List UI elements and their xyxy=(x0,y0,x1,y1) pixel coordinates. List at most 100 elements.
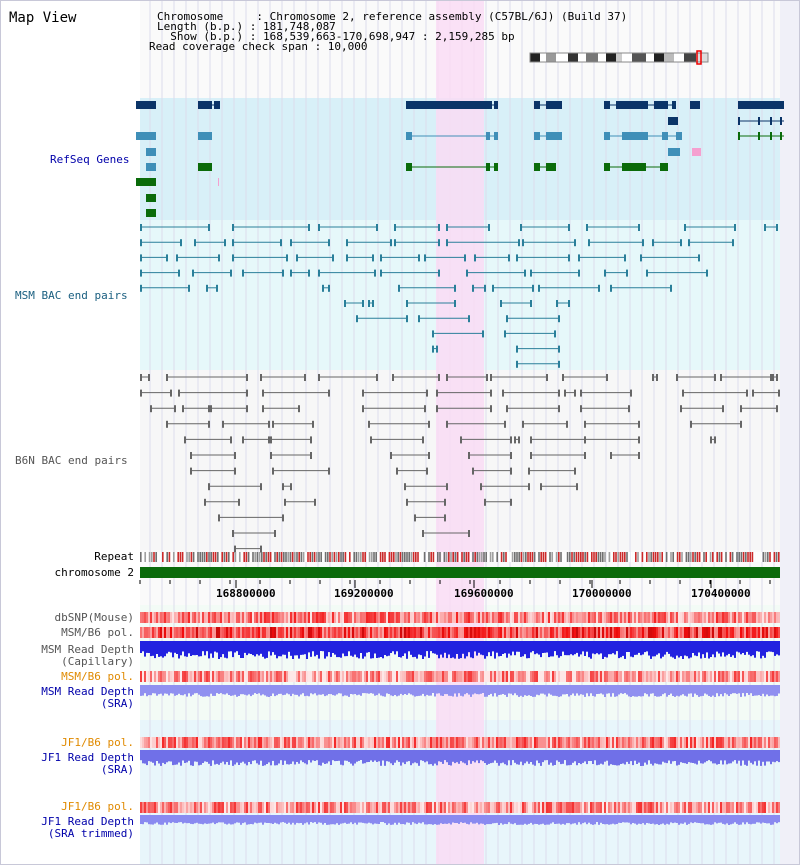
ideogram-band xyxy=(540,53,546,62)
heat-cell xyxy=(686,737,688,748)
heat-cell xyxy=(426,671,428,682)
heat-cell xyxy=(346,737,348,748)
heat-cell xyxy=(354,671,356,682)
track-label-msm-b6-pol[interactable]: MSM/B6 pol. xyxy=(61,626,134,639)
heat-cell xyxy=(776,802,778,813)
heat-cell xyxy=(724,612,726,623)
depth-bar xyxy=(522,750,524,766)
bac-end-marker xyxy=(610,452,612,459)
heat-cell xyxy=(606,737,608,748)
heat-cell xyxy=(324,627,326,638)
depth-bar xyxy=(514,815,516,824)
heat-cell xyxy=(760,802,762,813)
heat-cell xyxy=(382,737,384,748)
repeat-mark xyxy=(529,552,531,562)
heat-cell xyxy=(644,627,646,638)
repeat-mark xyxy=(144,552,146,562)
depth-bar xyxy=(226,815,228,825)
repeat-mark xyxy=(694,552,696,562)
track-label-jf1-b6-pol-trimmed[interactable]: JF1/B6 pol. xyxy=(61,800,134,813)
depth-bar xyxy=(338,750,340,761)
gene-exon xyxy=(758,132,760,140)
track-label-msm-depth-capillary[interactable]: MSM Read Depth xyxy=(41,643,134,656)
track-label-jf1-depth-trimmed[interactable]: JF1 Read Depth xyxy=(41,815,134,828)
bac-end-marker xyxy=(732,239,734,247)
heat-cell xyxy=(304,627,306,638)
heat-cell xyxy=(694,671,696,682)
gene-exon xyxy=(690,101,700,109)
heat-cell xyxy=(626,612,628,623)
depth-bar xyxy=(400,815,402,825)
repeat-mark xyxy=(335,552,338,562)
repeat-mark xyxy=(278,552,281,562)
heat-cell xyxy=(332,671,334,682)
heat-cell xyxy=(650,671,652,682)
repeat-mark xyxy=(230,552,232,562)
repeat-mark xyxy=(648,552,650,562)
repeat-mark xyxy=(199,552,201,562)
repeat-mark xyxy=(371,552,373,562)
heat-cell xyxy=(338,627,340,638)
heat-cell xyxy=(274,671,276,682)
heat-cell xyxy=(740,737,742,748)
track-label-refseq[interactable]: RefSeq Genes xyxy=(50,153,130,166)
heat-cell xyxy=(342,802,344,813)
depth-bar xyxy=(190,750,192,766)
depth-bar xyxy=(254,685,256,694)
heat-cell xyxy=(616,612,618,623)
track-label-b6n-bac[interactable]: B6N BAC end pairs xyxy=(15,454,128,467)
heat-cell xyxy=(578,802,580,813)
depth-bar xyxy=(686,750,688,764)
depth-bar xyxy=(466,685,468,694)
depth-bar xyxy=(166,750,168,763)
heat-cell xyxy=(234,627,236,638)
bac-end-marker xyxy=(332,254,334,262)
heat-cell xyxy=(456,671,458,682)
heat-cell xyxy=(274,627,276,638)
heat-cell xyxy=(328,671,330,682)
heat-cell xyxy=(290,671,292,682)
track-label-dbsnp[interactable]: dbSNP(Mouse) xyxy=(54,611,134,624)
heat-cell xyxy=(636,627,638,638)
heat-cell xyxy=(396,737,398,748)
repeat-mark xyxy=(166,552,168,562)
track-label-jf1-depth-sra[interactable]: JF1 Read Depth xyxy=(41,751,134,764)
depth-bar xyxy=(754,685,756,696)
track-label-msm-bac[interactable]: MSM BAC end pairs xyxy=(15,289,128,302)
depth-bar xyxy=(156,641,158,654)
heat-cell xyxy=(702,671,704,682)
depth-bar xyxy=(674,641,676,659)
depth-bar xyxy=(762,815,764,823)
heat-cell xyxy=(584,671,586,682)
heat-cell xyxy=(214,612,216,623)
depth-bar xyxy=(742,815,744,823)
heat-cell xyxy=(516,612,518,623)
depth-bar xyxy=(732,750,734,762)
track-label-jf1-b6-pol[interactable]: JF1/B6 pol. xyxy=(61,736,134,749)
bac-end-marker xyxy=(464,254,466,262)
depth-bar xyxy=(610,815,612,825)
track-label-msm-depth-sra[interactable]: MSM Read Depth xyxy=(41,685,134,698)
heat-cell xyxy=(534,612,536,623)
heat-cell xyxy=(650,802,652,813)
heat-cell xyxy=(522,612,524,623)
depth-bar xyxy=(524,685,526,696)
repeat-mark xyxy=(140,552,142,562)
gene-exon xyxy=(604,163,610,171)
depth-bar xyxy=(628,641,630,652)
depth-bar xyxy=(778,815,780,823)
depth-bar xyxy=(242,750,244,762)
heat-cell xyxy=(144,802,146,813)
depth-bar xyxy=(448,641,450,655)
track-label-msm-b6-pol-sra[interactable]: MSM/B6 pol. xyxy=(61,670,134,683)
heat-cell xyxy=(752,612,754,623)
heat-cell xyxy=(306,802,308,813)
heat-cell xyxy=(268,671,270,682)
heat-cell xyxy=(386,612,388,623)
depth-bar xyxy=(338,641,340,658)
heat-cell xyxy=(454,802,456,813)
repeat-mark xyxy=(527,552,529,562)
depth-bar xyxy=(412,685,414,696)
